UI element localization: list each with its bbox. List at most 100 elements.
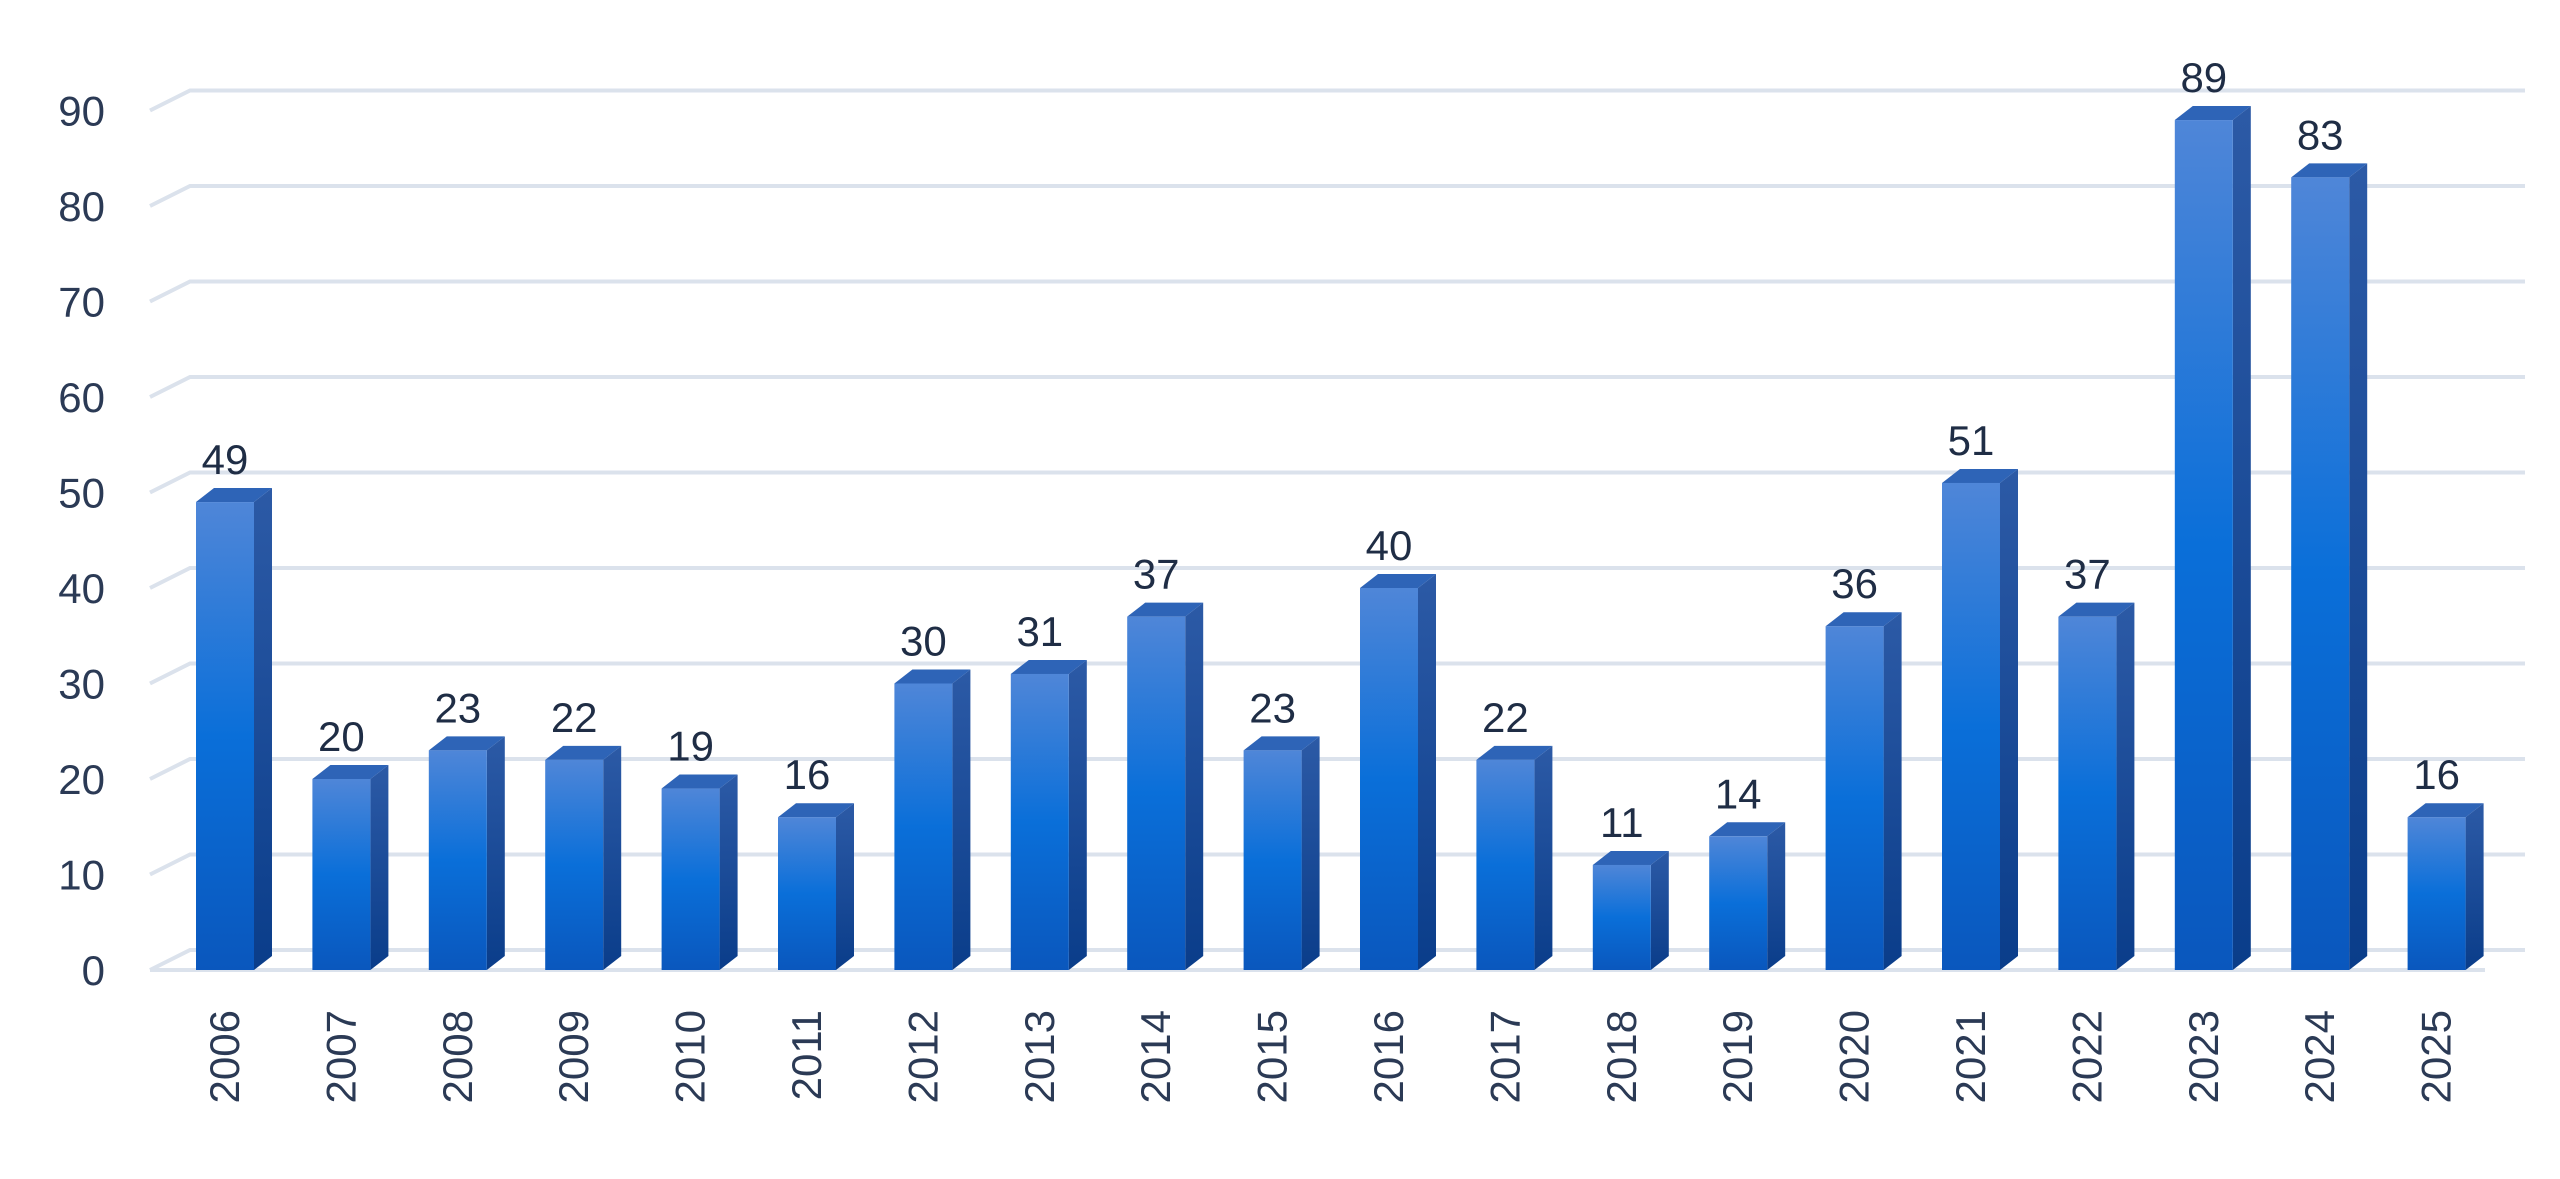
data-label: 22 [551, 694, 598, 741]
bar-top [778, 803, 854, 818]
data-label: 22 [1482, 694, 1529, 741]
gridline [149, 661, 2525, 686]
bar-front [2174, 120, 2233, 971]
bar-top [2291, 163, 2368, 178]
x-tick-label: 2024 [2296, 1010, 2343, 1103]
bar-side [1418, 574, 1436, 970]
y-tick-label: 60 [58, 374, 105, 421]
bar-side [836, 803, 854, 970]
data-label: 16 [2413, 751, 2460, 798]
bar-top [661, 774, 738, 789]
x-tick-label: 2007 [317, 1010, 364, 1103]
data-label: 19 [667, 723, 714, 770]
gridline [149, 88, 2525, 113]
bar-side [1068, 659, 1087, 970]
x-tick-label: 2017 [1481, 1010, 1528, 1103]
bar-side [1650, 850, 1669, 970]
bar-front [2407, 817, 2466, 970]
data-labels: 49 20 23 22 19 16 30 31 37 23 40 22 11 14 36 51 37 89 83 16 [202, 54, 2460, 846]
bar-side [370, 765, 389, 970]
data-label: 14 [1715, 770, 1762, 817]
data-label: 23 [1249, 684, 1296, 731]
y-tick-label: 90 [58, 88, 105, 135]
bar-front [428, 750, 487, 970]
bar-side [952, 669, 971, 970]
bar-front [545, 759, 604, 970]
x-tick-label: 2006 [201, 1010, 248, 1103]
bar-top [894, 669, 971, 684]
bar [1592, 850, 1669, 970]
data-label: 89 [2180, 54, 2227, 101]
x-tick-label: 2011 [783, 1010, 830, 1100]
bar-side [2349, 163, 2368, 971]
bar-front [2291, 177, 2350, 971]
data-label: 23 [434, 684, 481, 731]
bar-top [428, 736, 505, 751]
x-tick-label: 2013 [1016, 1010, 1063, 1103]
bar-top [2058, 602, 2135, 617]
bar-front [312, 779, 371, 970]
bar-top [2407, 803, 2484, 818]
bar-top [1360, 574, 1436, 588]
bar [1709, 822, 1786, 970]
bar [778, 803, 854, 970]
bar [196, 488, 272, 970]
gridlines [149, 88, 2525, 972]
x-tick-label: 2012 [899, 1010, 946, 1103]
bar-side [254, 488, 272, 970]
bar-top [1825, 612, 1902, 627]
bar [1825, 612, 1902, 970]
bar-top [1592, 850, 1669, 865]
y-tick-label: 0 [82, 947, 105, 994]
bar [1360, 574, 1436, 970]
bar-side [719, 774, 738, 970]
bar [1476, 745, 1553, 970]
bar-front [1942, 482, 2000, 970]
bar-side [603, 745, 622, 970]
x-tick-label: 2025 [2413, 1010, 2460, 1103]
bar-side [1185, 602, 1204, 970]
data-label: 11 [1600, 799, 1644, 846]
bar-top [1709, 822, 1786, 837]
bar-top [1476, 745, 1553, 760]
bars [196, 106, 2484, 971]
y-tick-label: 40 [58, 565, 105, 612]
bar-top [545, 745, 622, 760]
x-tick-label: 2021 [1947, 1010, 1994, 1103]
data-label: 49 [202, 436, 249, 483]
x-tick-label: 2015 [1249, 1010, 1296, 1103]
bar [428, 736, 505, 970]
data-label: 51 [1948, 417, 1995, 464]
x-tick-label: 2018 [1598, 1010, 1645, 1103]
bar-front [1127, 616, 1186, 970]
bar [1010, 659, 1087, 970]
bar-side [1883, 612, 1902, 970]
bar-side [2116, 602, 2135, 970]
bar-front [1825, 626, 1884, 970]
x-tick-label: 2019 [1714, 1010, 1761, 1103]
bar [661, 774, 738, 970]
x-tick-label: 2014 [1132, 1010, 1179, 1103]
data-label: 40 [1366, 522, 1413, 569]
data-label: 36 [1831, 560, 1878, 607]
gridline [149, 757, 2525, 781]
gridline [149, 852, 2525, 877]
gridline [149, 470, 2525, 495]
bar-front [1243, 750, 1302, 970]
bar [2407, 803, 2484, 970]
bar [312, 765, 389, 970]
bar-side [1301, 736, 1320, 970]
bar-top [2174, 106, 2251, 121]
bar-side [2000, 468, 2018, 970]
x-tick-label: 2022 [2063, 1010, 2110, 1103]
y-tick-label: 80 [58, 183, 105, 230]
y-tick-label: 30 [58, 661, 105, 708]
y-tick-label: 70 [58, 279, 105, 326]
bar-top [1942, 468, 2018, 483]
y-axis-ticks: 0 10 20 30 40 50 60 70 80 90 [58, 88, 105, 995]
data-label: 31 [1016, 608, 1063, 655]
y-tick-label: 20 [58, 756, 105, 803]
x-tick-label: 2009 [550, 1010, 597, 1103]
bar-front [1010, 673, 1069, 970]
